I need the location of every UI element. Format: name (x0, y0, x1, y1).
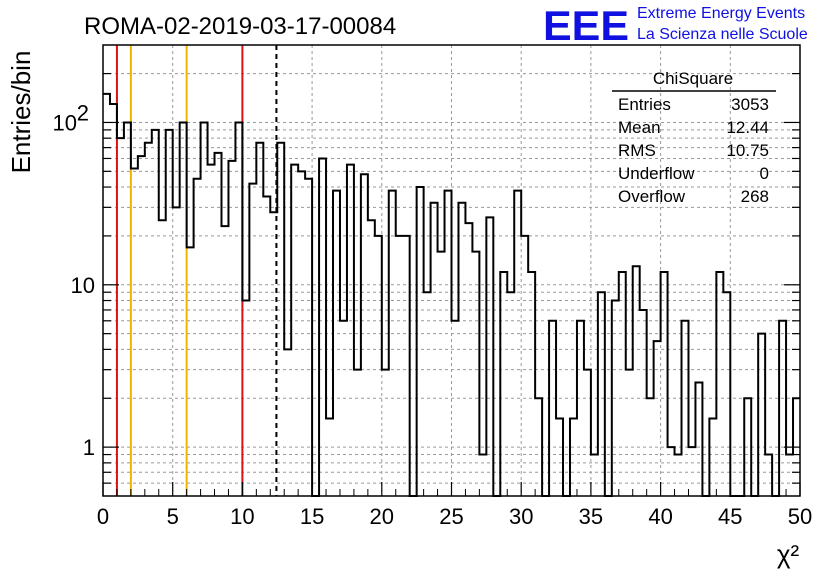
x-tick-label: 35 (579, 504, 603, 529)
eee-logo: EEE Extreme Energy Events La Scienza nel… (543, 2, 808, 49)
y-tick-label: 10 (71, 273, 95, 298)
stats-label: Overflow (618, 187, 686, 206)
x-tick-label: 25 (439, 504, 463, 529)
stats-value: 12.44 (726, 118, 769, 137)
eee-logo-mark: EEE (543, 2, 629, 49)
stats-label: RMS (618, 141, 656, 160)
grid (103, 45, 800, 496)
stats-box: ChiSquare Entries 3053 Mean 12.44 RMS 10… (612, 69, 776, 206)
x-tick-label: 10 (230, 504, 254, 529)
x-tick-label: 45 (718, 504, 742, 529)
logo-line-2: La Scienza nelle Scuole (637, 26, 808, 43)
y-tick-exponent: 2 (77, 100, 89, 125)
logo-line-1: Extreme Energy Events (637, 5, 805, 22)
histogram-line (103, 92, 800, 497)
x-tick-label: 20 (370, 504, 394, 529)
x-axis-title: χ² (777, 539, 800, 569)
stats-value: 0 (760, 164, 769, 183)
reference-lines (115, 45, 278, 496)
stats-value: 10.75 (726, 141, 769, 160)
y-tick-label: 1 (83, 435, 95, 460)
stats-label: Mean (618, 118, 661, 137)
stats-label: Underflow (618, 164, 695, 183)
stats-value: 3053 (731, 95, 769, 114)
y-axis-title: Entries/bin (6, 51, 36, 174)
x-tick-label: 5 (167, 504, 179, 529)
stats-title: ChiSquare (653, 69, 733, 88)
stats-value: 268 (741, 187, 769, 206)
x-tick-label: 40 (648, 504, 672, 529)
stats-label: Entries (618, 95, 671, 114)
y-tick-label: 10 (53, 110, 77, 135)
x-tick-label: 50 (788, 504, 812, 529)
chart-title: ROMA-02-2019-03-17-00084 (84, 13, 396, 40)
x-tick-label: 15 (300, 504, 324, 529)
x-tick-label: 30 (509, 504, 533, 529)
x-tick-label: 0 (97, 504, 109, 529)
